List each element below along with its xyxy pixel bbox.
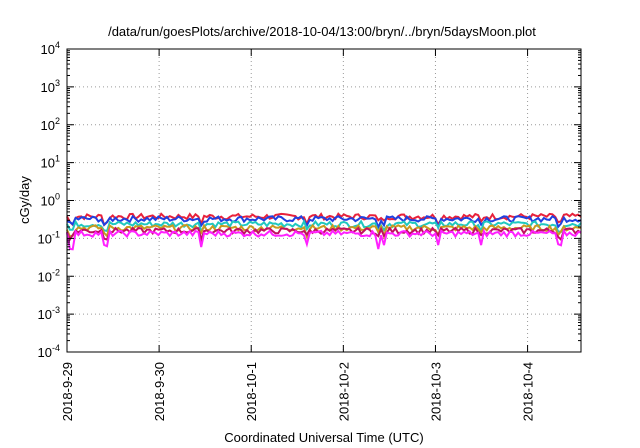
y-tick-label: 100 xyxy=(41,192,60,209)
x-tick-label: 2018-10-1 xyxy=(244,362,259,421)
grid-lines xyxy=(67,49,581,352)
y-tick-label: 10-2 xyxy=(38,267,60,284)
y-tick-label: 10-1 xyxy=(38,229,60,246)
x-tick-label: 2018-9-30 xyxy=(152,362,167,421)
x-tick-label: 2018-10-3 xyxy=(428,362,443,421)
y-tick-label: 103 xyxy=(41,78,60,95)
y-axis-label: cGy/day xyxy=(17,176,32,224)
data-series xyxy=(66,212,582,251)
y-tick-label: 10-4 xyxy=(38,343,60,360)
y-tick-label: 104 xyxy=(41,40,60,57)
x-tick-label: 2018-10-4 xyxy=(521,362,536,421)
series-line xyxy=(66,228,582,251)
chart-title: /data/run/goesPlots/archive/2018-10-04/1… xyxy=(108,24,536,39)
y-axis: 10-4 10-3 10-2 10-1 100 101 102 103 104 xyxy=(38,40,581,360)
y-tick-label: 102 xyxy=(41,116,60,133)
x-axis: 2018-9-29 2018-9-30 2018-10-1 2018-10-2 2018… xyxy=(60,49,536,421)
series-line xyxy=(66,214,582,231)
x-tick-label: 2018-10-2 xyxy=(336,362,351,421)
series-line xyxy=(66,226,582,244)
x-axis-label: Coordinated Universal Time (UTC) xyxy=(224,430,423,445)
x-tick-label: 2018-9-29 xyxy=(60,362,75,421)
y-tick-label: 101 xyxy=(41,154,60,171)
y-tick-label: 10-3 xyxy=(38,305,60,322)
